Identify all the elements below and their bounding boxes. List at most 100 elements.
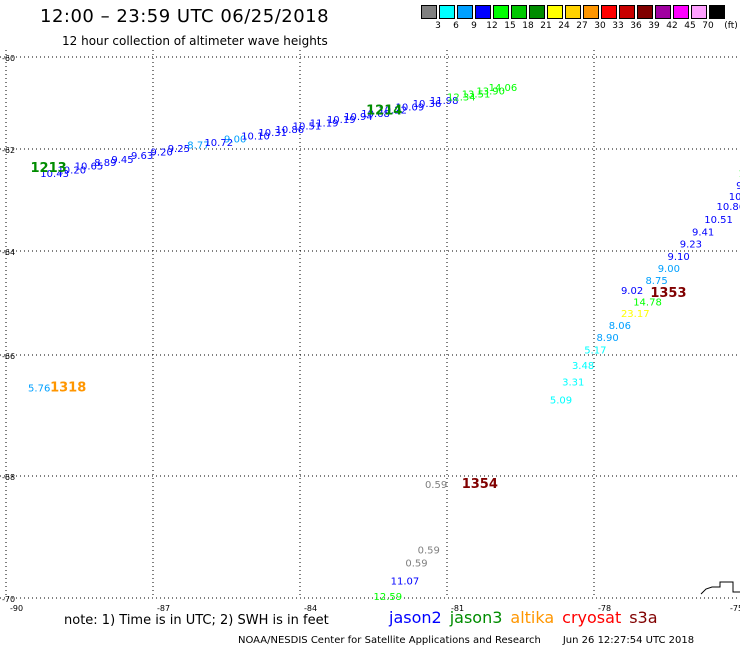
longitude-label: -90 [10,604,23,613]
longitude-label: -81 [451,604,464,613]
wave-height-value: 10.72 [204,138,233,149]
wave-height-value: 12.34 [447,93,476,104]
wave-height-value: 8.06 [609,321,631,332]
wave-height-value: 8.90 [596,333,618,344]
wave-height-value: 11.98 [430,96,459,107]
wave-height-value: 23.17 [621,309,650,320]
wave-height-value: 9.20 [151,148,173,159]
page-title: 12:00 – 23:59 UTC 06/25/2018 [40,6,330,27]
color-scale-label: 15 [504,21,516,31]
grid-lines [0,50,740,599]
color-scale: 3 6 9 12 15 18 21 24 27 30 33 36 39 42 45 70 (ft) [421,5,738,35]
wave-height-value: 10.51 [704,215,733,226]
longitude-label: -75 [730,604,740,613]
wave-height-value: 5.17 [584,345,606,356]
color-scale-label: 12 [486,21,498,31]
color-scale-unit: (ft) [724,21,738,31]
wave-height-value: 12.59 [374,592,403,603]
pass-time-labels: 1213 1214 1318 1353 1354 [31,104,687,493]
footer: NOAA/NESDIS Center for Satellite Applica… [238,635,694,646]
wave-height-value: 10.86 [717,202,740,213]
legend-cryosat: cryosat [562,608,622,627]
wave-height-value: 10.68 [361,109,390,120]
color-swatch [655,5,671,19]
color-scale-label: 70 [702,21,714,31]
coastline [700,581,740,595]
wave-height-value: 10.20 [57,165,86,176]
color-swatch [511,5,527,19]
wave-height-value: 11.07 [391,577,420,588]
color-swatch [493,5,509,19]
generated-timestamp: Jun 26 12:27:54 UTC 2018 [562,635,695,646]
latitude-label: -60 [2,54,15,63]
latitude-label: -66 [2,352,15,361]
wave-height-value: 10.65 [75,161,104,172]
wave-height-value: 5.76 [28,383,50,394]
page-subtitle: 12 hour collection of altimeter wave hei… [62,34,328,48]
color-scale-label: 21 [540,21,552,31]
color-swatch [601,5,617,19]
color-swatch [583,5,599,19]
wave-height-value: 9.25 [168,144,190,155]
latitude-label: -68 [2,473,15,482]
wave-height-value: 13.51 [462,89,491,100]
color-scale-label: 6 [453,21,459,31]
wave-height-value: 5.09 [550,395,572,406]
color-scale-label: 9 [471,21,477,31]
color-scale-label: 30 [594,21,606,31]
color-swatch [475,5,491,19]
color-scale-label: 3 [435,21,441,31]
wave-height-value: 8.77 [187,141,209,152]
pass-time-label: 1214 [366,104,402,119]
color-scale-label: 33 [612,21,624,31]
color-swatch [529,5,545,19]
wave-height-value: 9.10 [668,252,690,263]
wave-height-value: 10.10 [241,131,270,142]
color-scale-label: 42 [666,21,678,31]
wave-height-value: 10.19 [327,115,356,126]
wave-height-value: 14.78 [633,298,662,309]
wave-height-value: 8.75 [645,276,667,287]
color-scale-label: 24 [558,21,570,31]
wave-height-value: 8.89 [94,158,116,169]
wave-height-value: 10.22 [378,106,407,117]
wave-height-value: 9.23 [680,239,702,250]
wave-height-value: 13.90 [476,86,505,97]
wave-height-value: 10.31 [258,128,287,139]
latitude-labels: -60 -62 -64 -66 -68 -70 [2,54,15,604]
pass-time-label: 1213 [31,161,67,176]
wave-height-value: 9.41 [692,228,714,239]
color-swatch [619,5,635,19]
color-swatch [691,5,707,19]
color-swatch [565,5,581,19]
color-swatch [673,5,689,19]
wave-height-value: 10 [739,169,740,180]
wave-height-value: 14.06 [489,83,518,94]
color-swatch [421,5,437,19]
longitude-label: -78 [598,604,611,613]
units-note: note: 1) Time is in UTC; 2) SWH is in fe… [64,613,329,628]
satellite-legend: jason2 jason3 altika cryosat s3a [389,608,666,627]
legend-jason3: jason3 [449,608,503,627]
longitude-label: -87 [157,604,170,613]
pass-time-label: 1353 [650,286,686,301]
wave-height-value: 9.00 [658,264,680,275]
color-scale-label: 36 [630,21,642,31]
wave-height-value: 10.94 [344,112,373,123]
legend-s3a: s3a [629,608,658,627]
wave-height-value: 10.09 [396,102,425,113]
pass-time-label: 1318 [50,380,86,395]
color-scale-label: 39 [648,21,660,31]
color-swatch [709,5,725,19]
color-swatch [457,5,473,19]
wave-height-value: 9.4 [736,181,740,192]
wave-height-value: 10.36 [413,99,442,110]
credit-text: NOAA/NESDIS Center for Satellite Applica… [238,635,541,646]
legend-jason2: jason2 [389,608,442,627]
wave-height-observations: 10.4310.2010.658.899.459.639.209.258.771… [28,83,740,603]
color-scale-label: 45 [684,21,696,31]
longitude-labels: -90 -87 -84 -81 -78 -75 [10,604,740,613]
longitude-label: -84 [304,604,317,613]
latitude-label: -64 [2,248,15,257]
wave-height-value: 9.45 [111,155,133,166]
